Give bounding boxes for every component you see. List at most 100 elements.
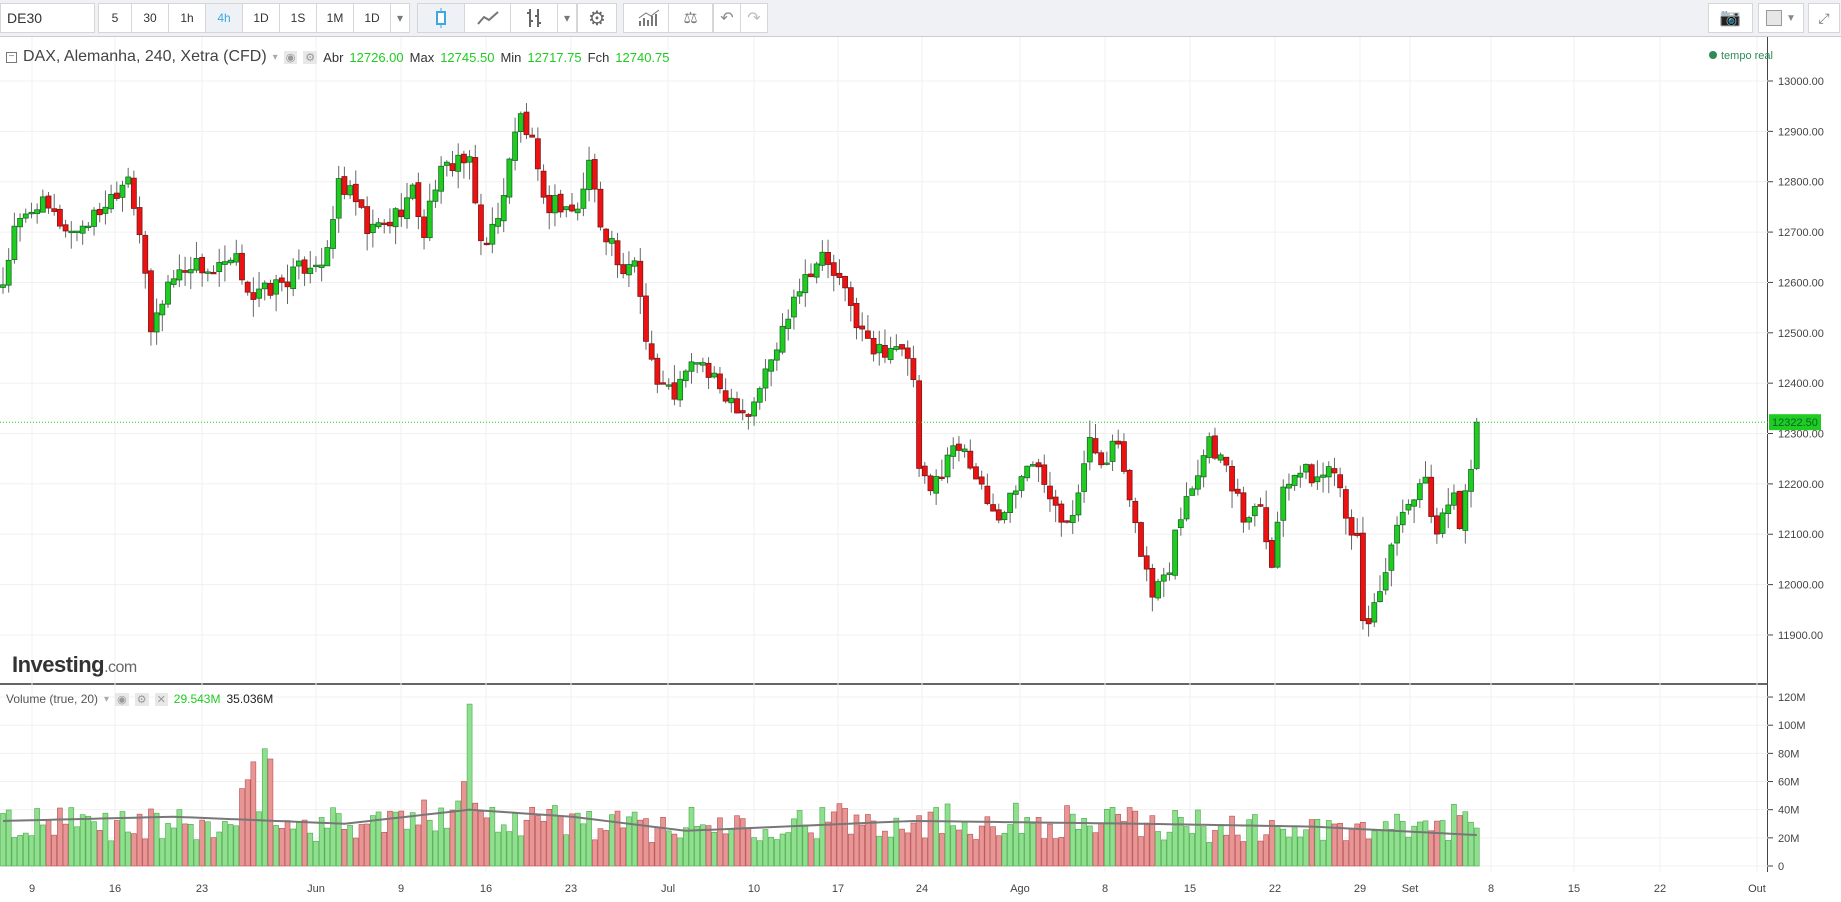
volume-bar-up [1189,833,1196,867]
low-value: 12717.75 [527,49,582,65]
volume-bar-up [665,830,672,867]
candle-up [261,282,268,290]
candle-down [239,252,245,281]
candle-up [694,362,701,365]
volume-bar-down [96,830,103,867]
candle-up [204,271,211,274]
volume-visibility-icon[interactable]: ◉ [115,692,129,706]
candle-up [961,448,968,453]
x-tick-label: 9 [398,883,404,895]
candle-up [432,189,439,202]
candle-down [620,264,627,275]
candlestick-icon[interactable] [417,3,465,33]
volume-bar-up [813,838,820,867]
interval-1h[interactable]: 1h [168,3,206,33]
legend-dropdown-icon[interactable]: ▾ [272,51,278,63]
interval-dropdown-icon[interactable]: ▾ [390,3,410,33]
price-pane[interactable] [0,37,1768,683]
candle-up [11,225,18,261]
candle-up [307,267,314,275]
candle-down [472,157,479,204]
volume-pane[interactable] [0,683,1768,872]
candle-up [1075,492,1082,516]
volume-bar-down [939,833,945,867]
realtime-status: tempo real [1709,50,1773,62]
volume-bar-up [609,814,615,867]
y-tick-label: 12500.00 [1778,328,1824,340]
volume-bar-up [102,812,109,867]
volume-bar-up [700,824,706,867]
candle-up [802,274,809,294]
candle-down [859,325,866,330]
x-tick-label: Ago [1010,883,1030,895]
candle-up [28,211,35,215]
volume-settings-icon[interactable]: ⚙ [134,692,149,706]
volume-bar-down [398,810,405,867]
volume-close-icon[interactable]: ✕ [154,692,168,706]
volume-bar-down [825,821,831,867]
candle-up [1451,492,1457,506]
settings-gear-icon[interactable]: ⚙ [577,3,617,33]
candle-down [973,466,979,480]
candle-down [1115,440,1122,445]
volume-bar-down [461,781,467,867]
candle-down [51,208,58,212]
volume-bar-down [927,811,934,867]
volume-bar-up [438,807,444,867]
y-tick-label: 12600.00 [1778,277,1824,289]
indicators-icon[interactable] [623,3,675,33]
candle-up [893,346,900,350]
collapse-icon[interactable]: − [6,51,17,63]
candle-up [443,161,450,166]
candle-down [1234,488,1241,494]
interval-1d-custom[interactable]: 1D [353,3,391,33]
volume-bar-down [472,802,479,867]
volume-bar-up [762,829,769,867]
volume-bar-up [290,828,296,867]
candle-down [1428,476,1435,517]
interval-4h[interactable]: 4h [205,3,243,33]
candle-up [779,325,786,353]
volume-bar-down [620,827,627,867]
volume-bar-up [74,826,80,867]
volume-bar-up [79,814,86,867]
redo-icon[interactable]: ↷ [740,3,768,33]
volume-bar-down [131,833,137,867]
undo-icon[interactable]: ↶ [713,3,741,33]
candle-up [1388,544,1395,571]
candle-up [1183,496,1190,520]
candle-down [904,347,911,359]
candle-down [853,302,860,329]
candle-up [335,178,342,219]
fullscreen-icon[interactable]: ⤢ [1808,3,1840,33]
volume-dropdown-icon[interactable]: ▾ [104,693,110,705]
volume-bar-down [142,838,149,867]
legend-settings-icon[interactable]: ⚙ [303,50,318,64]
volume-bar-down [967,833,974,867]
candle-down [199,257,206,274]
volume-bar-down [1229,815,1235,867]
chart-type-dropdown-icon[interactable]: ▾ [557,3,577,33]
interval-1d[interactable]: 1D [242,3,280,33]
color-swatch-icon [1766,10,1783,26]
candle-up [455,154,462,172]
color-picker-button[interactable]: ▼ [1758,3,1804,33]
volume-bar-down [1348,828,1355,867]
volume-bar-up [1183,826,1190,867]
area-chart-icon[interactable] [464,3,511,33]
volume-bar-up [506,831,513,867]
y-tick-label: 12800.00 [1778,177,1824,189]
volume-bar-up [1246,819,1252,867]
volume-bar-up [1109,807,1116,867]
visibility-icon[interactable]: ◉ [283,50,298,64]
candle-up [1166,572,1173,575]
camera-icon[interactable]: 📷 [1708,3,1753,33]
interval-1s[interactable]: 1S [279,3,317,33]
candle-down [842,275,849,289]
candle-down [722,390,729,402]
candle-up [677,378,684,401]
volume-bar-down [415,824,422,867]
bar-chart-type-icon[interactable] [510,3,558,33]
compare-scale-icon[interactable]: ⚖ [668,3,713,33]
symbol-input[interactable]: DE30 [0,3,95,33]
